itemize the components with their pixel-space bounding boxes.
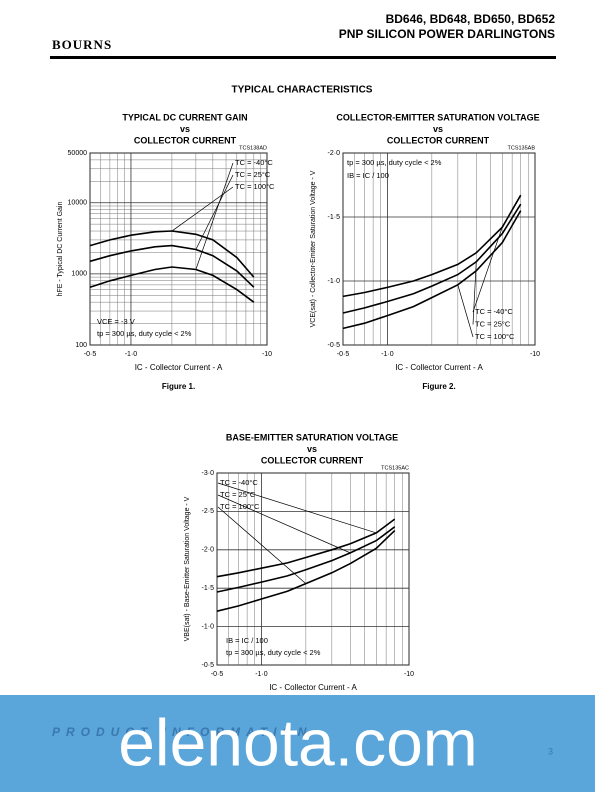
x-axis-label: IC - Collector Current - A bbox=[269, 683, 357, 692]
label-arrow bbox=[217, 482, 377, 534]
y-tick-label: -2·0 bbox=[328, 150, 341, 157]
section-title: TYPICAL CHARACTERISTICS bbox=[232, 85, 373, 96]
label-arrow bbox=[217, 494, 351, 554]
header-rule bbox=[50, 56, 556, 59]
chart-title: COLLECTOR CURRENT bbox=[261, 455, 364, 465]
series-label: TC = 100°C bbox=[235, 182, 275, 191]
series-label: TC = 100°C bbox=[475, 332, 515, 341]
x-tick-label: -1·0 bbox=[125, 351, 138, 358]
chart-title: vs bbox=[433, 124, 443, 134]
note: tp = 300 µs, duty cycle < 2% bbox=[97, 329, 192, 338]
x-tick-label: -1·0 bbox=[381, 351, 394, 358]
label-arrow bbox=[171, 186, 234, 232]
y-tick-label: -0·5 bbox=[202, 662, 215, 669]
x-tick-label: -10 bbox=[404, 671, 414, 678]
subtitle: PNP SILICON POWER DARLINGTONS bbox=[339, 27, 555, 41]
chart-title: vs bbox=[307, 444, 317, 454]
label-arrow bbox=[195, 162, 234, 270]
y-tick-label: -0·5 bbox=[328, 342, 341, 349]
series-line bbox=[216, 526, 396, 593]
note: tp = 300 µs, duty cycle < 2% bbox=[226, 648, 321, 657]
logo: BOURNS bbox=[52, 37, 112, 52]
y-tick-label: 10000 bbox=[68, 200, 88, 207]
y-tick-label: -1·0 bbox=[328, 278, 341, 285]
label-arrow bbox=[472, 261, 477, 325]
footer-band: PRODUCT INFORMATION bbox=[52, 725, 312, 739]
figure-label: Figure 1. bbox=[162, 382, 195, 391]
note: VCE = -3 V bbox=[97, 317, 135, 326]
series-line bbox=[216, 518, 396, 578]
y-tick-label: -3·0 bbox=[202, 470, 215, 477]
y-axis-label: hFE - Typical DC Current Gain bbox=[57, 202, 64, 297]
page-number: 3 bbox=[548, 746, 553, 756]
note: IB = IC / 100 bbox=[347, 171, 389, 180]
series-label: TC = 25°C bbox=[220, 490, 256, 499]
series-label: TC = 25°C bbox=[235, 170, 271, 179]
series-label: TC = -40°C bbox=[235, 158, 273, 167]
label-arrow bbox=[457, 284, 474, 338]
y-tick-label: 100 bbox=[75, 342, 87, 349]
chart-title: TYPICAL DC CURRENT GAIN bbox=[122, 112, 247, 122]
x-tick-label: -0·5 bbox=[84, 351, 97, 358]
label-arrow bbox=[472, 227, 503, 313]
series-line bbox=[342, 210, 522, 330]
series-line bbox=[342, 203, 522, 314]
note: tp = 300 µs, duty cycle < 2% bbox=[347, 158, 442, 167]
x-tick-label: -10 bbox=[262, 351, 272, 358]
series-label: TC = 100°C bbox=[220, 502, 260, 511]
label-arrow bbox=[217, 506, 307, 584]
chart-title: vs bbox=[180, 124, 190, 134]
figure-code: TCS135AC bbox=[381, 465, 409, 471]
series-line bbox=[89, 266, 255, 303]
chart-title: COLLECTOR CURRENT bbox=[387, 135, 490, 145]
x-tick-label: -1·0 bbox=[255, 671, 268, 678]
chart-title: COLLECTOR CURRENT bbox=[134, 135, 237, 145]
plot-frame bbox=[342, 152, 536, 346]
watermark: elenota.com bbox=[118, 705, 478, 779]
note: IB = IC / 100 bbox=[226, 636, 268, 645]
y-tick-label: -1·0 bbox=[202, 623, 215, 630]
series-line bbox=[89, 244, 255, 288]
y-tick-label: -2·0 bbox=[202, 547, 215, 554]
label-arrow bbox=[195, 174, 234, 250]
chart-title: COLLECTOR-EMITTER SATURATION VOLTAGE bbox=[336, 112, 539, 122]
y-tick-label: 1000 bbox=[71, 271, 87, 278]
y-axis-label: VCE(sat) - Collector-Emitter Saturation … bbox=[310, 170, 317, 327]
x-tick-label: -0·5 bbox=[337, 351, 350, 358]
series-label: TC = -40°C bbox=[220, 478, 258, 487]
x-axis-label: IC - Collector Current - A bbox=[395, 363, 483, 372]
x-axis-label: IC - Collector Current - A bbox=[135, 363, 223, 372]
y-tick-label: -1·5 bbox=[328, 214, 341, 221]
figure-code: TCS135AB bbox=[507, 145, 535, 151]
y-tick-label: 50000 bbox=[68, 150, 88, 157]
y-axis-label: VBE(sat) - Base-Emitter Saturation Volta… bbox=[184, 496, 191, 641]
x-tick-label: -0·5 bbox=[211, 671, 224, 678]
y-tick-label: -2·5 bbox=[202, 508, 215, 515]
chart-title: BASE-EMITTER SATURATION VOLTAGE bbox=[226, 432, 398, 442]
series-label: TC = -40°C bbox=[475, 307, 513, 316]
x-tick-label: -10 bbox=[530, 351, 540, 358]
y-tick-label: -1·5 bbox=[202, 585, 215, 592]
figure-code: TCS138AD bbox=[239, 145, 267, 151]
part-numbers: BD646, BD648, BD650, BD652 bbox=[386, 12, 556, 26]
figure-label: Figure 2. bbox=[422, 382, 455, 391]
watermark-band bbox=[0, 695, 595, 792]
series-line bbox=[342, 194, 522, 298]
series-label: TC = 25°C bbox=[475, 319, 511, 328]
